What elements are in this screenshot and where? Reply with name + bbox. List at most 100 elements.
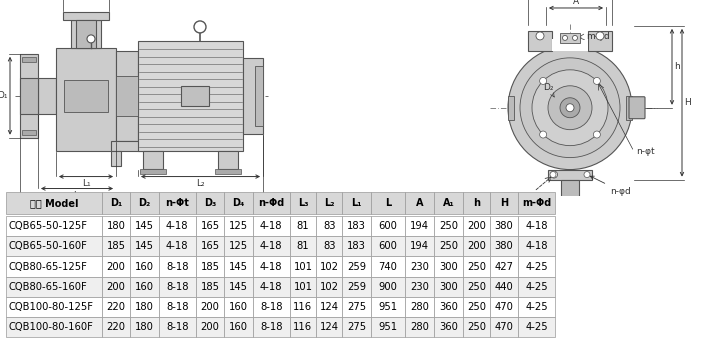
Circle shape xyxy=(532,70,608,146)
Bar xyxy=(490,236,518,257)
Text: 83: 83 xyxy=(323,241,336,251)
Bar xyxy=(290,297,316,317)
Text: CQB65-50-160F: CQB65-50-160F xyxy=(9,241,88,251)
Bar xyxy=(224,297,253,317)
Bar xyxy=(508,96,514,120)
Text: 4-18: 4-18 xyxy=(260,221,283,231)
Text: 4-18: 4-18 xyxy=(260,241,283,251)
Bar xyxy=(490,192,518,214)
Bar xyxy=(253,317,290,337)
Bar xyxy=(405,216,434,236)
Bar xyxy=(528,31,552,51)
Bar xyxy=(464,297,490,317)
Bar xyxy=(218,151,238,168)
Text: 275: 275 xyxy=(347,322,366,332)
Bar xyxy=(20,78,38,114)
Bar xyxy=(130,297,159,317)
Text: 185: 185 xyxy=(201,282,219,292)
Bar xyxy=(196,297,224,317)
Bar xyxy=(316,236,342,257)
Bar xyxy=(342,236,371,257)
Bar xyxy=(342,276,371,297)
Text: D₂: D₂ xyxy=(139,198,151,208)
Bar xyxy=(159,317,196,337)
Bar xyxy=(342,297,371,317)
Text: 183: 183 xyxy=(347,241,366,251)
Bar xyxy=(255,66,263,126)
Bar xyxy=(224,317,253,337)
Text: 250: 250 xyxy=(467,282,486,292)
Circle shape xyxy=(551,171,557,178)
Bar xyxy=(215,168,241,174)
Text: A: A xyxy=(573,0,579,6)
Bar xyxy=(130,236,159,257)
Bar xyxy=(196,236,224,257)
Circle shape xyxy=(536,32,544,40)
Bar xyxy=(253,297,290,317)
Bar xyxy=(371,192,405,214)
Bar xyxy=(102,236,130,257)
Bar xyxy=(130,257,159,276)
Text: L₃: L₃ xyxy=(298,198,308,208)
Text: 8-18: 8-18 xyxy=(166,282,188,292)
Bar xyxy=(130,317,159,337)
Bar xyxy=(490,317,518,337)
Text: 8-18: 8-18 xyxy=(260,302,283,312)
Text: 8-18: 8-18 xyxy=(166,261,188,272)
Bar xyxy=(342,317,371,337)
Text: 4-18: 4-18 xyxy=(260,282,283,292)
Bar xyxy=(6,317,102,337)
Text: 145: 145 xyxy=(229,261,248,272)
Bar xyxy=(518,317,555,337)
Text: 101: 101 xyxy=(293,261,313,272)
Text: 116: 116 xyxy=(293,302,313,312)
Bar xyxy=(405,192,434,214)
Text: 470: 470 xyxy=(495,302,513,312)
Bar xyxy=(196,192,224,214)
Text: 185: 185 xyxy=(106,241,126,251)
Text: 4-25: 4-25 xyxy=(526,261,548,272)
Text: 900: 900 xyxy=(379,282,398,292)
Bar xyxy=(38,78,56,114)
Text: CQB80-65-160F: CQB80-65-160F xyxy=(9,282,87,292)
Bar xyxy=(102,317,130,337)
Bar xyxy=(102,276,130,297)
Bar xyxy=(371,257,405,276)
Text: 165: 165 xyxy=(201,221,219,231)
Text: h: h xyxy=(674,62,679,71)
Bar xyxy=(138,41,243,151)
Bar xyxy=(63,12,109,20)
Bar xyxy=(290,317,316,337)
Circle shape xyxy=(194,21,206,33)
Text: 360: 360 xyxy=(439,322,458,332)
Bar xyxy=(6,236,102,257)
Text: n-Φt: n-Φt xyxy=(165,198,189,208)
Text: 145: 145 xyxy=(135,221,154,231)
Text: 8-18: 8-18 xyxy=(166,302,188,312)
Bar xyxy=(434,276,464,297)
Text: CQB100-80-125F: CQB100-80-125F xyxy=(9,302,93,312)
Text: 220: 220 xyxy=(106,322,126,332)
Bar xyxy=(290,276,316,297)
Bar xyxy=(159,276,196,297)
Bar xyxy=(434,216,464,236)
Bar xyxy=(518,257,555,276)
Bar xyxy=(405,276,434,297)
Circle shape xyxy=(584,172,590,178)
Bar xyxy=(316,216,342,236)
Bar xyxy=(224,257,253,276)
Bar xyxy=(371,297,405,317)
Text: 83: 83 xyxy=(323,221,336,231)
Text: 380: 380 xyxy=(495,221,513,231)
Text: m-Φd: m-Φd xyxy=(522,198,551,208)
Text: n-φd: n-φd xyxy=(590,176,631,196)
Circle shape xyxy=(562,35,567,40)
Text: 145: 145 xyxy=(135,241,154,251)
Circle shape xyxy=(596,32,604,40)
Bar xyxy=(405,236,434,257)
Bar xyxy=(6,276,102,297)
Bar xyxy=(560,33,580,43)
Text: L₃: L₃ xyxy=(73,190,81,200)
Text: D₂: D₂ xyxy=(543,83,554,97)
Text: 102: 102 xyxy=(320,261,339,272)
